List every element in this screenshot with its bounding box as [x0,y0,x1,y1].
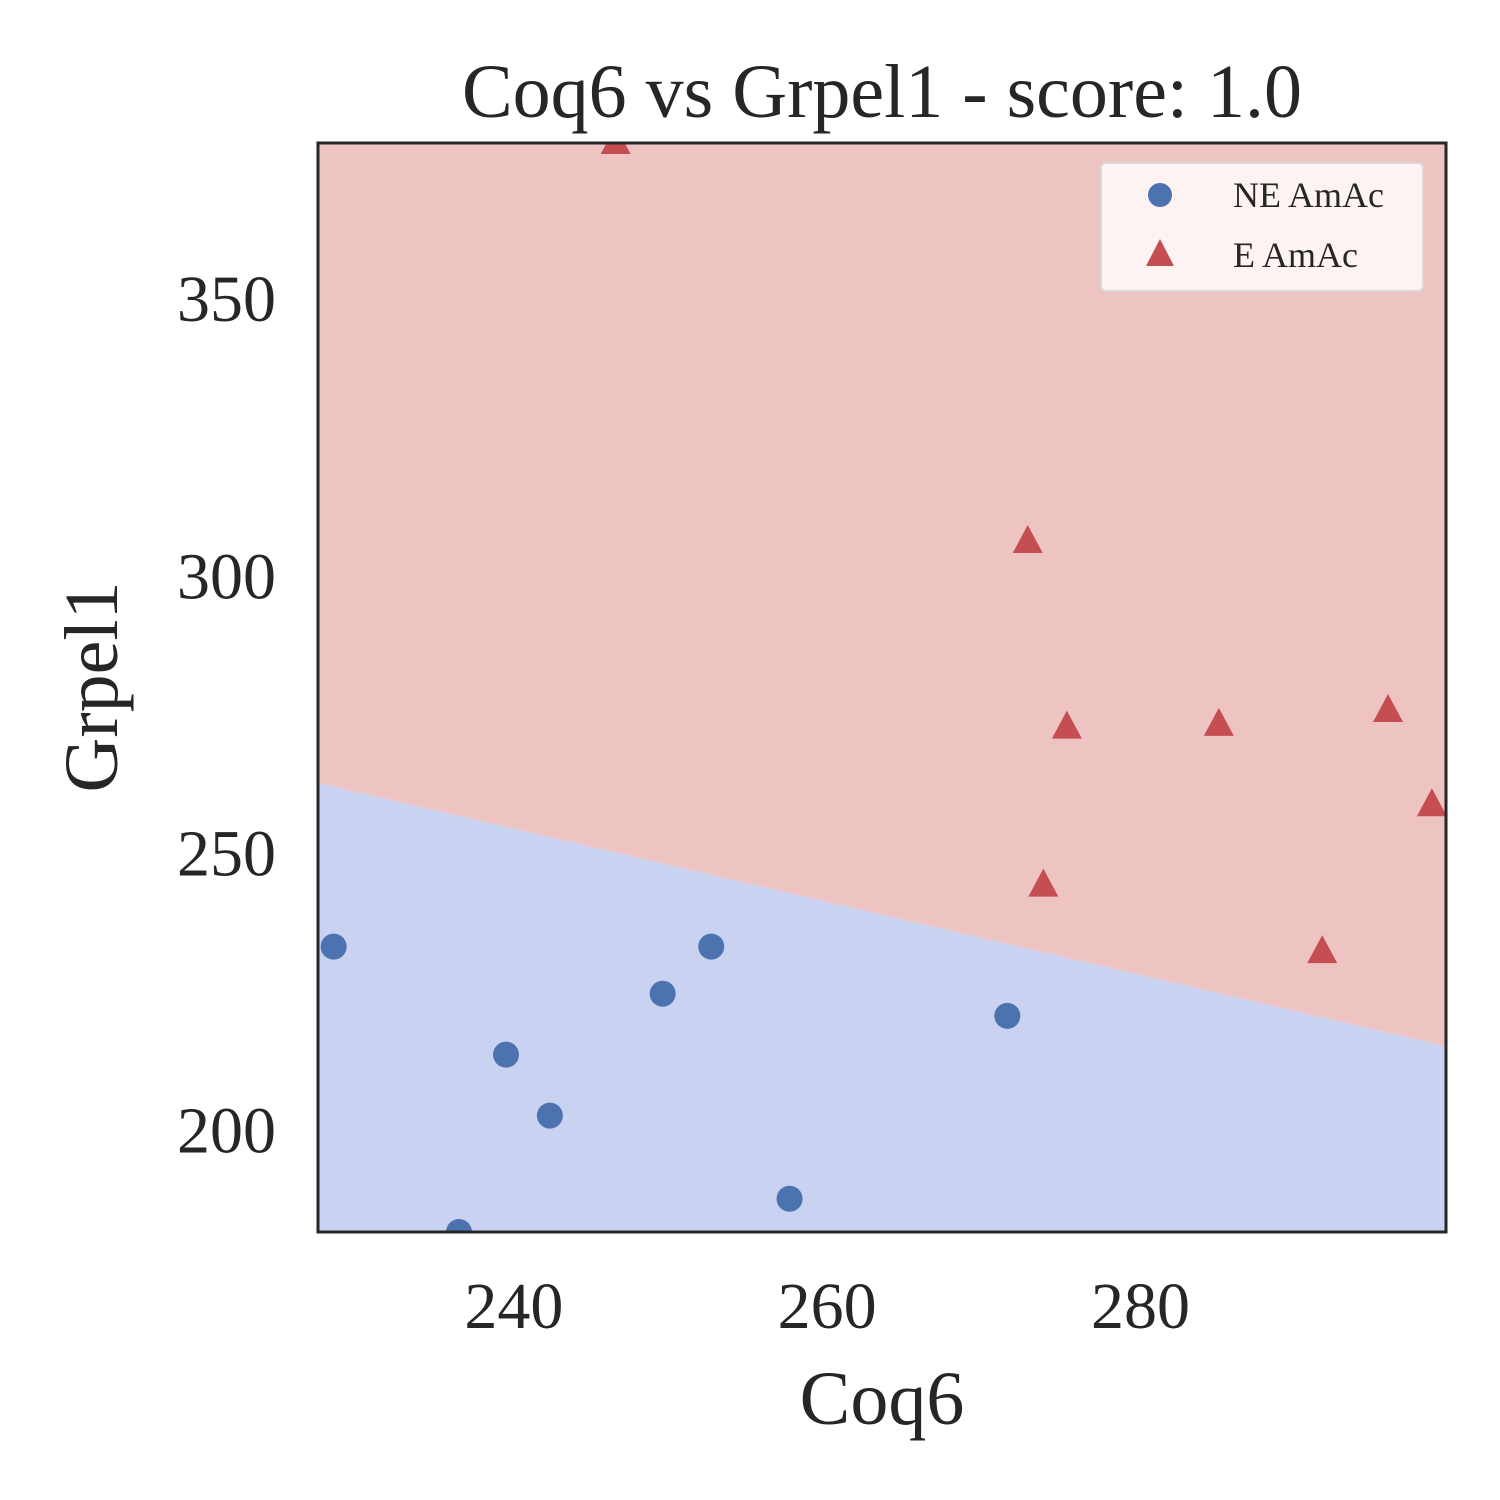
legend-circle-marker [1148,183,1172,207]
y-tick-label-350: 350 [177,263,276,336]
e-amac-point-1 [1012,525,1043,554]
x-tick-label-240: 240 [464,1270,563,1343]
ne-amac-point-3 [536,1102,563,1129]
ne-amac-point-2 [493,1041,519,1068]
x-tick-label-260: 260 [778,1270,877,1343]
e-amac-point-2 [1028,868,1059,897]
ne-amac-point-7 [994,1002,1021,1029]
e-amac-point-0 [600,143,631,154]
legend-triangle-marker [1146,239,1174,266]
chart-title: Coq6 vs Grpel1 - score: 1.0 [462,50,1302,134]
y-tick-label-300: 300 [177,540,276,613]
legend-label-ne-amac: NE AmAc [1233,175,1384,215]
ne-amac-point-1 [446,1219,472,1232]
y-tick-label-250: 250 [177,817,276,890]
e-amac-point-6 [1373,694,1404,723]
e-amac-point-3 [1051,710,1082,739]
region-ne-amac [318,783,1446,1232]
region-e-amac [318,143,1446,1047]
y-axis-label: Grpel1 [50,581,134,792]
x-tick-label-280: 280 [1091,1270,1190,1343]
x-axis-label: Coq6 [800,1357,965,1441]
y-axis-ticks: 200 250 300 350 [177,263,276,1167]
x-axis-ticks: 240 260 280 [464,1270,1190,1343]
e-amac-point-4 [1203,707,1234,736]
legend-box [1100,162,1424,292]
legend: NE AmAc E AmAc [1100,162,1424,292]
ne-amac-point-4 [649,980,676,1007]
ne-amac-point-0 [320,933,347,960]
plot-frame [316,141,1448,1234]
ne-amac-point-6 [776,1185,803,1212]
decision-regions [318,143,1446,1232]
data-points [320,143,1446,1232]
ne-amac-point-5 [698,933,725,960]
legend-label-e-amac: E AmAc [1233,235,1358,275]
y-tick-label-200: 200 [177,1094,276,1167]
e-amac-point-7 [1416,788,1446,817]
e-amac-point-5 [1307,935,1338,964]
